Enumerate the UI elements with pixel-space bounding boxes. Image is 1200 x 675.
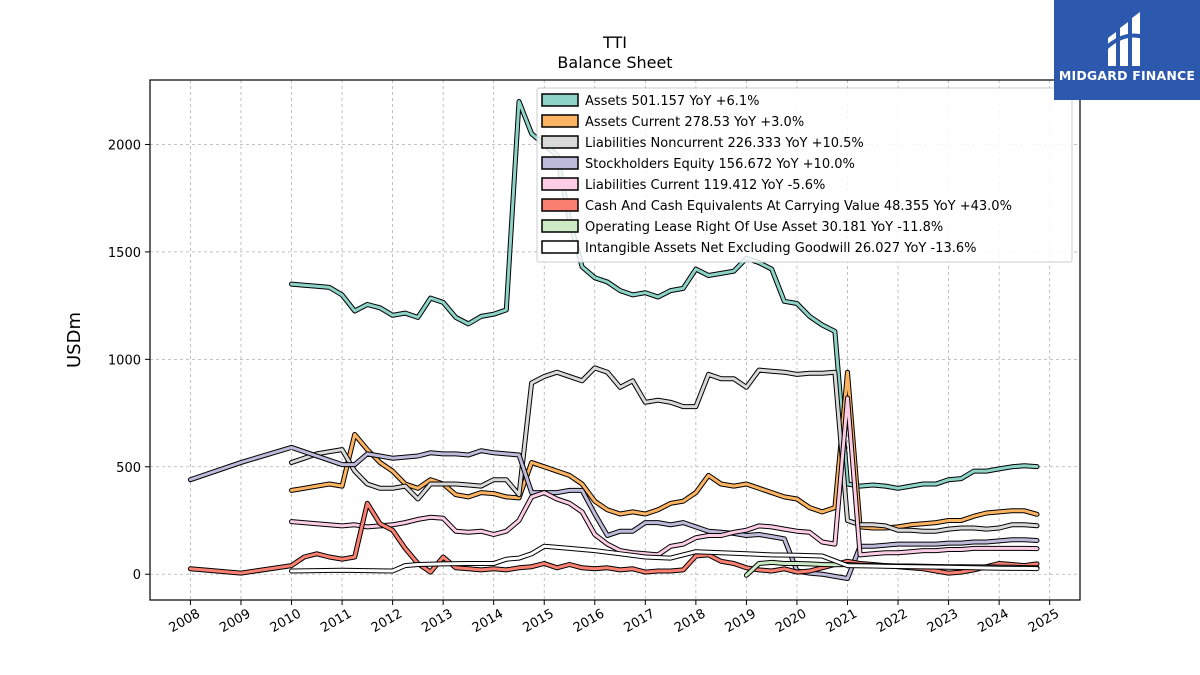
x-tick-label: 2014	[470, 606, 506, 636]
legend-box	[536, 87, 1073, 263]
legend-swatch	[541, 135, 579, 149]
legend-label: Cash And Cash Equivalents At Carrying Va…	[585, 199, 1012, 214]
series-assets-current	[289, 369, 1040, 531]
legend-swatch	[541, 240, 579, 254]
y-tick-label: 1000	[108, 353, 141, 368]
chart-title: TTI	[602, 33, 627, 52]
series-assets	[289, 99, 1040, 491]
y-axis-label: USDm	[64, 312, 85, 368]
series-liabilities-current	[289, 395, 1040, 558]
legend-label: Assets Current 278.53 YoY +3.0%	[585, 115, 804, 130]
legend-swatch	[541, 93, 579, 107]
plot-frame	[149, 79, 1081, 601]
x-tick-label: 2011	[318, 606, 354, 636]
x-tick-label: 2018	[672, 606, 708, 636]
series-line	[290, 100, 1039, 490]
legend-swatch	[541, 156, 579, 170]
x-tick-label: 2024	[975, 606, 1011, 636]
series-line	[290, 366, 1039, 533]
legend-label: Operating Lease Right Of Use Asset 30.18…	[585, 220, 943, 235]
legend-swatch	[541, 198, 579, 212]
series-stockholders-equity	[187, 444, 1040, 581]
series-outline	[289, 369, 1040, 531]
legend-swatch	[541, 177, 579, 191]
x-tick-label: 2023	[925, 606, 961, 636]
x-tick-label: 2016	[571, 606, 607, 636]
x-tick-label: 2019	[723, 606, 759, 636]
x-tick-label: 2009	[217, 606, 253, 636]
x-tick-label: 2020	[773, 606, 809, 636]
x-tick-label: 2017	[622, 606, 658, 636]
brand-name: MIDGARD FINANCE	[1058, 68, 1196, 83]
x-tick-label: 2012	[369, 606, 405, 636]
series-line	[188, 445, 1039, 580]
x-tick-label: 2013	[419, 606, 455, 636]
x-tick-label: 2015	[520, 606, 556, 636]
legend-swatch	[541, 219, 579, 233]
y-tick-label: 0	[133, 568, 141, 583]
legend-label: Stockholders Equity 156.672 YoY +10.0%	[585, 157, 855, 172]
legend-label: Liabilities Current 119.412 YoY -5.6%	[585, 178, 825, 193]
legend-label: Liabilities Noncurrent 226.333 YoY +10.5…	[585, 136, 864, 151]
legend-swatch	[541, 114, 579, 128]
x-tick-label: 2022	[874, 606, 910, 636]
y-tick-label: 2000	[108, 138, 141, 153]
series-liabilities-noncurrent	[289, 365, 1040, 534]
x-tick-label: 2008	[167, 606, 203, 636]
x-tick-label: 2025	[1026, 606, 1062, 636]
series-line	[290, 370, 1039, 530]
legend-label: Intangible Assets Net Excluding Goodwill…	[585, 241, 976, 256]
x-tick-label: 2010	[268, 606, 304, 636]
legend: Assets 501.157 YoY +6.1% Assets Current 2…	[536, 87, 1073, 263]
series-line	[290, 396, 1039, 557]
series-line	[290, 544, 1039, 573]
chart-subtitle: Balance Sheet	[557, 53, 672, 72]
series-intangible-assets-net-excluding-goodwill	[289, 543, 1040, 574]
series-lines	[187, 99, 1040, 581]
legend-label: Assets 501.157 YoY +6.1%	[585, 94, 760, 109]
brand-logo: MIDGARD FINANCE	[1054, 0, 1200, 100]
y-tick-label: 500	[116, 461, 141, 476]
y-tick-label: 1500	[108, 246, 141, 261]
x-tick-label: 2021	[824, 606, 860, 636]
logo-mark-icon	[1104, 12, 1147, 66]
